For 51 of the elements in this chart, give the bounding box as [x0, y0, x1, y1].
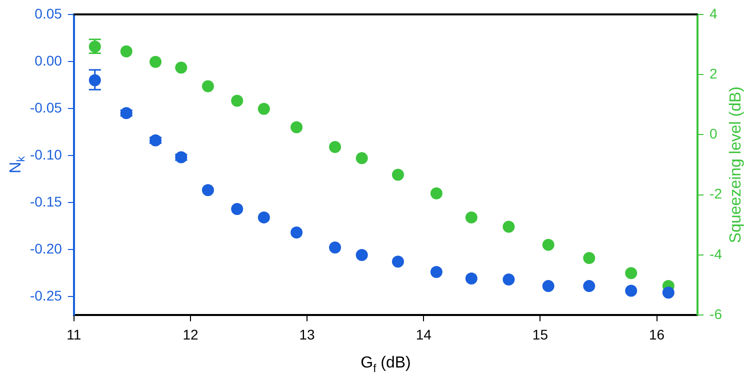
y-tick-label: -0.15	[30, 193, 62, 210]
point	[542, 280, 554, 292]
point	[392, 168, 404, 181]
y-axis-title: Nk	[7, 156, 28, 174]
point	[120, 45, 132, 58]
y-tick-label: -0.20	[30, 240, 62, 256]
point	[662, 286, 674, 299]
point	[502, 273, 515, 286]
point	[290, 121, 303, 134]
point	[502, 220, 515, 233]
y2-tick-label: 2	[710, 65, 718, 82]
y2-axis-title: Squeezeing level (dB)	[727, 86, 744, 244]
y2-tick-label: -4	[710, 246, 722, 262]
x-tick-label: 11	[66, 326, 82, 342]
point	[231, 94, 244, 107]
point	[150, 56, 162, 68]
point	[175, 62, 188, 74]
y2-tick-label: 0	[710, 126, 718, 142]
point	[583, 252, 596, 264]
point	[231, 202, 244, 215]
point	[356, 152, 368, 164]
y-tick-label: 0.00	[34, 52, 62, 68]
x-tick-label: 16	[648, 326, 665, 342]
point	[583, 280, 596, 292]
point	[430, 187, 442, 200]
y-tick-label: -0.05	[30, 99, 62, 116]
point	[465, 211, 478, 224]
y2-tick-label: -2	[710, 186, 722, 202]
point	[329, 141, 342, 154]
point	[625, 284, 638, 297]
y-tick-label: 0.05	[34, 5, 62, 22]
point	[430, 266, 442, 278]
x-tick-label: 14	[416, 326, 432, 342]
y-tick-label: -0.10	[30, 146, 62, 162]
point	[202, 184, 214, 196]
point	[465, 272, 478, 285]
y2-tick-label: -6	[710, 306, 722, 322]
point	[258, 102, 270, 115]
point	[202, 80, 214, 92]
point	[392, 256, 404, 268]
y-tick-label: -0.25	[30, 287, 62, 304]
x-tick-label: 12	[182, 326, 198, 342]
x-tick-label: 13	[299, 326, 316, 342]
point	[542, 238, 554, 251]
point	[625, 267, 638, 280]
point	[258, 211, 270, 224]
point	[290, 226, 303, 238]
x-tick-label: 15	[532, 326, 548, 342]
y2-tick-label: 4	[710, 5, 718, 22]
point	[356, 249, 368, 262]
point	[329, 242, 342, 254]
